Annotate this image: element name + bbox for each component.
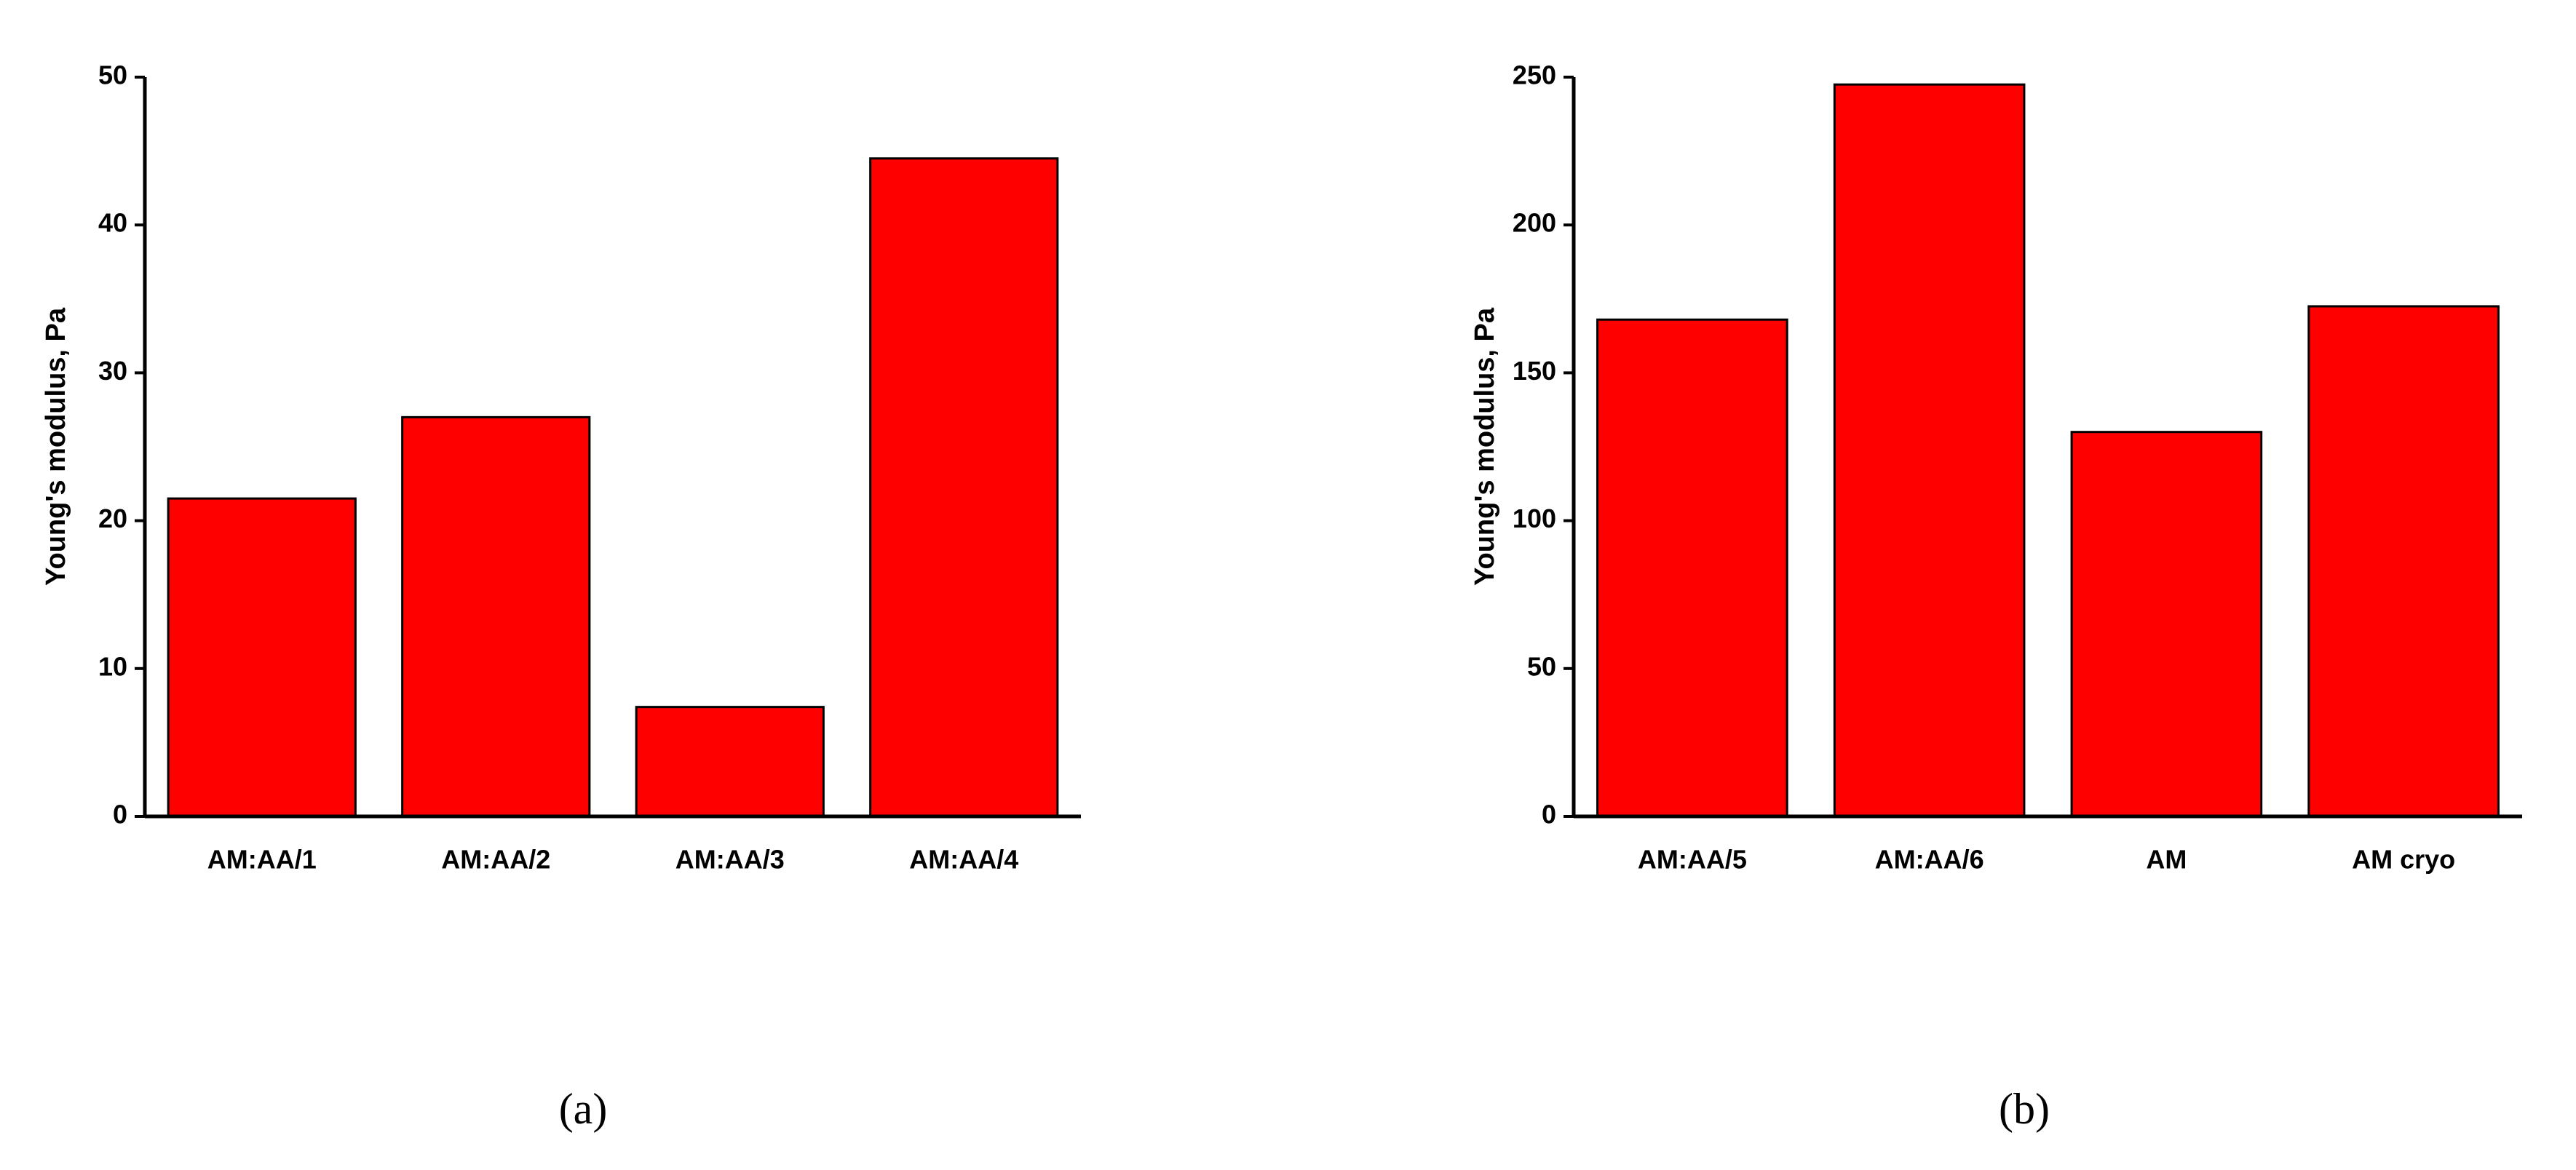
x-tick-label: AM:AA/5	[1638, 845, 1747, 875]
bar	[2307, 305, 2500, 818]
bar	[1596, 318, 1788, 818]
bar	[167, 497, 357, 818]
bar	[401, 415, 591, 818]
y-tick-label: 10	[98, 651, 127, 681]
y-tick-label: 150	[1513, 356, 1556, 386]
x-tick-label: AM cryo	[2352, 845, 2455, 875]
bar	[635, 706, 825, 818]
y-axis-label: Young's modulus, Pa	[1470, 307, 1500, 586]
y-tick-label: 200	[1513, 208, 1556, 238]
y-tick-label: 250	[1513, 60, 1556, 90]
caption: (a)	[559, 1085, 608, 1133]
y-tick-label: 100	[1513, 504, 1556, 533]
y-tick-label: 50	[1527, 651, 1556, 681]
x-tick-label: AM	[2146, 845, 2187, 875]
y-tick-label: 20	[98, 504, 127, 533]
y-axis-label: Young's modulus, Pa	[41, 307, 71, 586]
x-tick-label: AM:AA/6	[1875, 845, 1984, 875]
bar	[2070, 431, 2263, 818]
y-tick-label: 0	[113, 800, 127, 829]
y-tick-label: 40	[98, 208, 127, 238]
x-tick-label: AM:AA/4	[909, 845, 1018, 875]
x-tick-label: AM:AA/3	[675, 845, 785, 875]
x-tick-label: AM:AA/1	[207, 845, 317, 875]
bar	[1833, 83, 2026, 818]
y-tick-label: 0	[1542, 800, 1556, 829]
y-tick-label: 30	[98, 356, 127, 386]
y-tick-label: 50	[98, 60, 127, 90]
x-tick-label: AM:AA/2	[441, 845, 550, 875]
bar	[869, 157, 1059, 818]
caption: (b)	[1999, 1085, 2050, 1133]
